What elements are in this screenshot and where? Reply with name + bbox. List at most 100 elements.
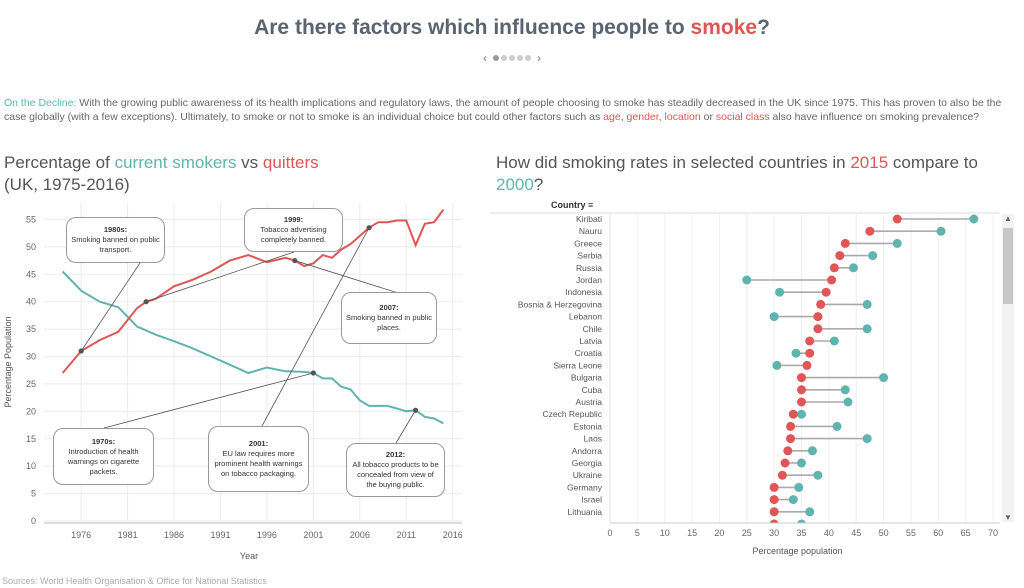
dot-2000 (797, 409, 806, 419)
dot-2000 (832, 421, 842, 431)
dot-2015 (840, 238, 850, 248)
dot-2015 (829, 263, 839, 273)
dot-2000 (805, 507, 815, 517)
story-dot-4[interactable] (517, 54, 523, 61)
dot-2015 (805, 336, 815, 346)
y-tick-label: 15 (26, 434, 36, 444)
annotation-2001: 2001: EU law requires more prominent heal… (208, 426, 309, 492)
dot-2015 (813, 312, 823, 322)
dot-2000 (775, 287, 785, 297)
y-tick-label: 40 (26, 297, 36, 307)
x-tick-label: 1986 (164, 530, 184, 540)
x-tick-label: 15 (687, 528, 697, 538)
annotation-leader-line (395, 410, 416, 444)
country-label: Indonesia (565, 287, 602, 297)
dot-2000 (892, 238, 902, 248)
x-tick-label: 1991 (210, 530, 230, 540)
x-tick-label: 35 (796, 528, 806, 538)
annotation-1980s: 1980s: Smoking banned on public transport… (66, 217, 165, 263)
dot-2015 (769, 507, 779, 517)
dot-2015 (802, 360, 812, 370)
chevron-right-icon[interactable]: › (537, 50, 541, 65)
x-tick-label: 70 (988, 528, 998, 538)
chevron-left-icon[interactable]: ‹ (483, 50, 487, 65)
country-label: Lithuania (567, 507, 602, 517)
country-label: Bosnia & Herzegovina (518, 299, 602, 309)
scroll-up-icon[interactable]: ▲ (1004, 214, 1012, 223)
dot-2015 (769, 519, 779, 523)
sort-icon[interactable]: ≡ (588, 200, 594, 210)
annotation-marker (310, 370, 316, 376)
x-tick-label: 1976 (71, 530, 91, 540)
y-tick-label: 45 (26, 269, 36, 279)
country-label: Czech Republic (542, 409, 602, 419)
dot-2015 (827, 275, 837, 285)
story-dot-1[interactable] (493, 54, 499, 61)
dot-2015 (780, 458, 790, 468)
country-label: Sierra Leone (553, 360, 602, 370)
y-tick-label: 30 (26, 352, 36, 362)
annotation-1970s: 1970s: Introduction of health warnings on… (53, 428, 154, 485)
scroll-thumb[interactable] (1003, 228, 1013, 304)
dot-2000 (772, 360, 782, 370)
country-label: Ukraine (573, 470, 603, 480)
country-label: Israel (581, 495, 602, 505)
annotation-marker (143, 299, 149, 305)
dot-2015 (821, 287, 831, 297)
y-tick-label: 55 (26, 214, 36, 224)
dot-2000 (813, 470, 823, 480)
country-label: Jordan (576, 275, 602, 285)
chart-scrollbar[interactable]: ▲ ▼ (1002, 214, 1014, 522)
dot-2000 (862, 434, 872, 444)
dot-2000 (840, 385, 850, 395)
dot-2015 (797, 373, 806, 383)
dot-2015 (797, 385, 806, 395)
annotation-leader-line (103, 372, 314, 429)
dot-2000 (936, 226, 946, 236)
intro-paragraph: On the Decline: With the growing public … (4, 97, 1002, 123)
x-tick-label: 2001 (303, 530, 323, 540)
x-tick-label: 2011 (397, 530, 416, 540)
right-chart-title: How did smoking rates in selected countr… (496, 153, 978, 194)
x-tick-label: 40 (824, 528, 834, 538)
left-chart-title: Percentage of current smokers vs quitter… (4, 153, 319, 194)
annotation-2007: 2007: Smoking banned in public places. (341, 292, 437, 344)
scroll-down-icon[interactable]: ▼ (1004, 513, 1012, 522)
story-dot-5[interactable] (525, 54, 531, 61)
dot-2000 (797, 519, 806, 523)
dot-2000 (742, 275, 752, 285)
dot-2000 (788, 495, 798, 505)
story-dot-3[interactable] (509, 54, 515, 61)
annotation-marker (292, 257, 298, 264)
story-navigator[interactable]: ‹ › (0, 50, 1024, 65)
country-label: Georgia (572, 458, 603, 468)
dot-2015 (786, 434, 796, 444)
annotation-marker (366, 225, 372, 231)
country-label: Cuba (582, 385, 603, 395)
annotation-1999: 1999: Tobacco advertising completely bann… (244, 208, 343, 252)
country-label: Germany (567, 482, 603, 492)
x-tick-label: 20 (714, 528, 724, 538)
x-axis-label: Percentage population (752, 546, 842, 556)
country-label: Greece (574, 238, 602, 248)
annotation-leader-line (80, 262, 141, 352)
dot-2015 (777, 470, 787, 480)
dot-2000 (797, 458, 806, 468)
annotation-marker (412, 407, 419, 413)
x-tick-label: 5 (635, 528, 640, 538)
dot-2015 (805, 348, 815, 358)
dot-2015 (816, 299, 826, 309)
dot-2015 (813, 324, 823, 334)
title-highlight: smoke (690, 16, 758, 39)
story-dot-2[interactable] (501, 54, 507, 61)
dot-2015 (865, 226, 875, 236)
country-column-header[interactable]: Country ≡ (551, 200, 594, 210)
intro-lead: On the Decline: (4, 97, 77, 109)
x-tick-label: 30 (769, 528, 779, 538)
x-tick-label: 55 (906, 528, 916, 538)
y-tick-label: 50 (26, 242, 36, 252)
dot-2000 (969, 214, 979, 224)
y-tick-label: 0 (31, 516, 36, 526)
country-label: Croatia (575, 348, 603, 358)
dot-2015 (797, 397, 806, 407)
